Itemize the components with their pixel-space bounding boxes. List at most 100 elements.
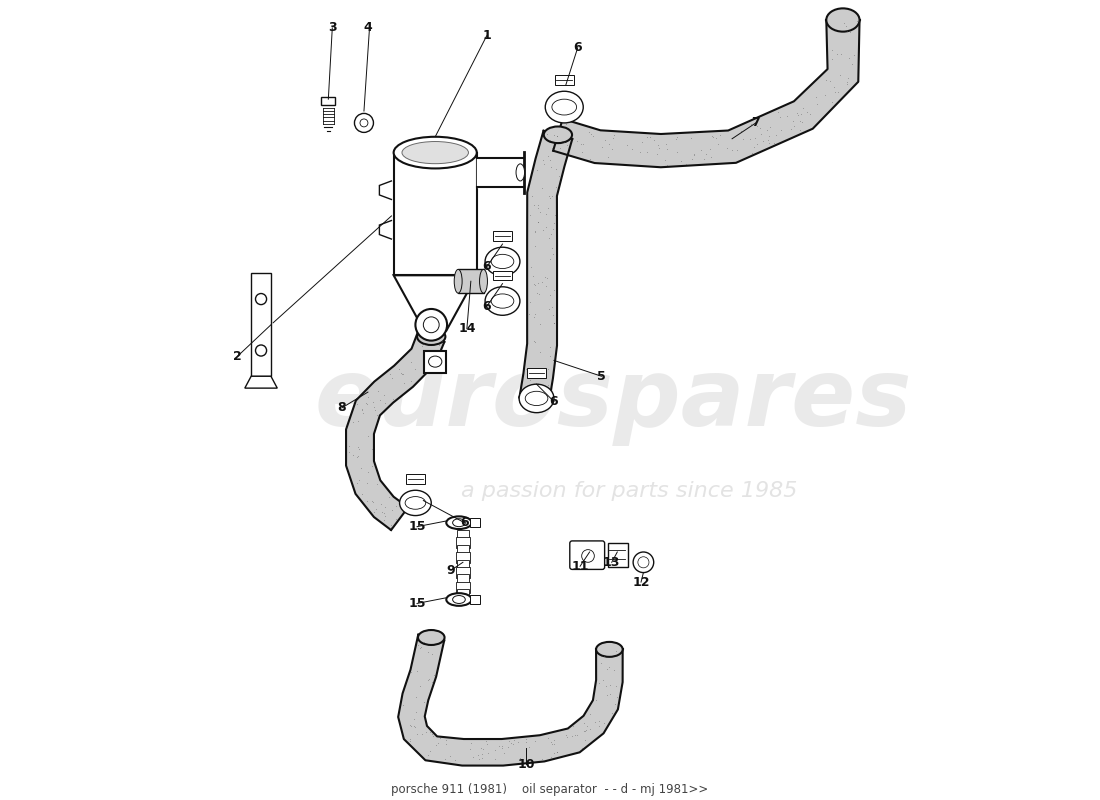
Point bbox=[374, 506, 392, 518]
Point bbox=[550, 170, 568, 182]
Point bbox=[597, 679, 615, 692]
FancyBboxPatch shape bbox=[321, 97, 336, 105]
Point bbox=[417, 726, 434, 738]
Point bbox=[539, 150, 557, 162]
Point bbox=[604, 142, 622, 155]
Point bbox=[631, 145, 649, 158]
FancyBboxPatch shape bbox=[493, 231, 512, 241]
Text: 9: 9 bbox=[447, 564, 455, 577]
Point bbox=[825, 81, 843, 94]
Point bbox=[522, 190, 540, 202]
Point bbox=[792, 115, 810, 128]
Point bbox=[546, 317, 563, 330]
Ellipse shape bbox=[520, 392, 548, 408]
Point bbox=[503, 737, 520, 750]
Ellipse shape bbox=[492, 254, 514, 269]
Ellipse shape bbox=[418, 630, 444, 645]
Point bbox=[595, 674, 613, 686]
Point bbox=[543, 242, 561, 254]
FancyBboxPatch shape bbox=[570, 541, 605, 570]
Ellipse shape bbox=[485, 286, 520, 315]
Point bbox=[755, 135, 772, 148]
Point bbox=[522, 390, 540, 403]
Point bbox=[806, 90, 824, 103]
Ellipse shape bbox=[405, 497, 426, 510]
Text: 7: 7 bbox=[751, 117, 760, 130]
Point bbox=[375, 514, 393, 526]
Polygon shape bbox=[394, 275, 476, 330]
Point bbox=[544, 248, 562, 261]
Point bbox=[760, 130, 778, 142]
Point bbox=[410, 329, 428, 342]
FancyBboxPatch shape bbox=[456, 574, 470, 586]
Point bbox=[592, 657, 609, 670]
Point bbox=[402, 734, 419, 747]
Point bbox=[383, 503, 400, 516]
Point bbox=[383, 521, 400, 534]
Point bbox=[607, 679, 625, 692]
Point bbox=[530, 288, 548, 301]
Point bbox=[595, 716, 613, 729]
Point bbox=[352, 462, 370, 474]
Text: 4: 4 bbox=[363, 22, 372, 34]
Point bbox=[350, 415, 367, 428]
Point bbox=[712, 129, 729, 142]
Point bbox=[573, 146, 591, 159]
Point bbox=[605, 663, 623, 676]
Point bbox=[705, 130, 723, 143]
Point bbox=[772, 124, 790, 137]
Point bbox=[751, 122, 769, 135]
Point bbox=[808, 97, 826, 110]
Point bbox=[840, 51, 858, 64]
Point bbox=[591, 714, 608, 727]
Point bbox=[836, 16, 854, 29]
Point bbox=[580, 125, 597, 138]
Point bbox=[838, 76, 856, 89]
Point bbox=[353, 487, 371, 500]
Point bbox=[685, 149, 703, 162]
Ellipse shape bbox=[552, 99, 576, 115]
Point bbox=[520, 374, 538, 386]
Text: 10: 10 bbox=[517, 758, 535, 770]
FancyBboxPatch shape bbox=[251, 274, 271, 376]
Point bbox=[486, 744, 504, 757]
Point bbox=[583, 127, 601, 140]
Point bbox=[586, 715, 604, 728]
Point bbox=[607, 645, 625, 658]
Point bbox=[543, 738, 561, 750]
FancyBboxPatch shape bbox=[554, 75, 574, 85]
Point bbox=[569, 134, 586, 147]
Point bbox=[724, 143, 741, 156]
Point bbox=[403, 666, 420, 679]
Circle shape bbox=[360, 119, 367, 127]
Point bbox=[400, 718, 418, 731]
Point bbox=[363, 460, 381, 473]
Point bbox=[641, 130, 659, 143]
Point bbox=[557, 118, 574, 131]
Point bbox=[527, 734, 544, 747]
Point bbox=[733, 125, 750, 138]
Ellipse shape bbox=[452, 595, 465, 603]
Point bbox=[340, 439, 358, 452]
Point bbox=[761, 121, 779, 134]
Point bbox=[838, 24, 856, 37]
Circle shape bbox=[255, 345, 266, 356]
Point bbox=[390, 363, 408, 376]
Point bbox=[376, 501, 394, 514]
Point bbox=[526, 334, 543, 347]
Point bbox=[418, 350, 436, 363]
Point bbox=[437, 753, 454, 766]
Point bbox=[546, 738, 563, 750]
Point bbox=[517, 363, 535, 376]
Point bbox=[543, 190, 561, 202]
Point bbox=[578, 724, 595, 737]
Point bbox=[606, 698, 624, 710]
Point bbox=[734, 132, 751, 145]
Point bbox=[409, 638, 427, 651]
Point bbox=[500, 735, 518, 748]
Point bbox=[634, 135, 651, 148]
Point bbox=[418, 692, 436, 705]
Point bbox=[759, 124, 777, 137]
Point bbox=[381, 490, 398, 503]
Point bbox=[353, 403, 371, 416]
